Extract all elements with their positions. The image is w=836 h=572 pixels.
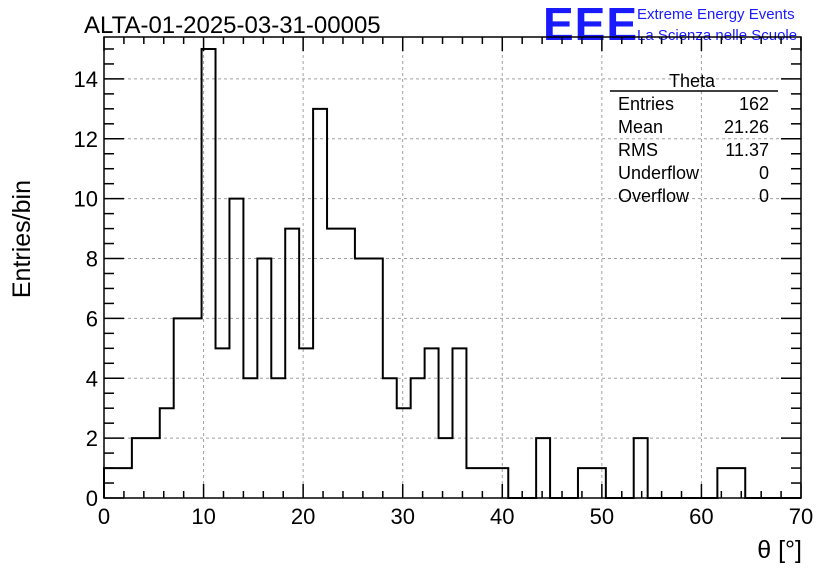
stats-label: Mean [618,117,663,137]
chart-title: ALTA-01-2025-03-31-00005 [84,12,381,39]
stats-value: 11.37 [725,140,769,160]
histogram-bin [536,438,550,498]
y-tick-labels: 0 2 4 6 8 10 12 14 [74,67,98,511]
x-tick-label: 50 [590,504,614,529]
histogram-bin [285,229,299,498]
histogram-bin [313,109,327,498]
stats-value: 21.26 [724,117,769,137]
histogram-bin [257,259,271,498]
y-tick-label: 4 [86,366,98,391]
histogram-bin [466,468,480,498]
x-tick-label: 20 [291,504,315,529]
x-tick-label: 10 [191,504,215,529]
stats-value: 162 [739,94,769,114]
stats-value: 0 [759,186,769,206]
histogram-bin [160,408,174,498]
histogram-bin [411,378,425,498]
histogram-bin [592,468,606,498]
histogram-bin [327,229,341,498]
y-tick-label: 14 [74,67,98,92]
axis-ticks [103,37,802,499]
x-tick-label: 70 [789,504,813,529]
histogram-bin [494,468,508,498]
histogram-bars [103,47,801,499]
logo-mark: EEE [543,0,638,50]
y-tick-label: 12 [74,127,98,152]
histogram-bin [132,438,146,498]
histogram-bin [634,438,648,498]
histogram-bin [369,259,383,498]
x-tick-label: 60 [689,504,713,529]
stats-label: Overflow [618,186,690,206]
x-tick-label: 30 [390,504,414,529]
stats-value: 0 [759,163,769,183]
histogram-bin [731,468,745,498]
logo-line-2: La Scienza nelle Scuole [637,27,797,44]
histogram-bin [717,468,731,498]
histogram-bin [341,229,355,498]
histogram-bin [397,408,411,498]
y-tick-label: 2 [86,426,98,451]
y-tick-label: 8 [86,247,98,272]
histogram-bin [229,199,243,498]
y-tick-label: 10 [74,187,98,212]
histogram-bin [355,259,369,498]
x-axis-label: θ [°] [757,536,802,564]
stats-box-title: Theta [669,71,716,91]
histogram-bin [299,348,313,498]
x-tick-label: 40 [490,504,514,529]
histogram-bin [146,438,160,498]
histogram-bin [578,468,592,498]
y-axis-label: Entries/bin [8,180,36,298]
logo-line-1: Extreme Energy Events [637,6,795,23]
histogram-bin [439,438,453,498]
y-tick-label: 0 [86,486,98,511]
y-tick-label: 6 [86,306,98,331]
histogram-bin [188,318,202,498]
histogram-bin [453,348,467,498]
histogram-bin [118,468,132,498]
stats-label: Underflow [618,163,700,183]
stats-label: Entries [618,94,674,114]
plot-frame [103,36,802,499]
histogram-bin [271,378,285,498]
histogram-bin [174,318,188,498]
stats-label: RMS [618,140,658,160]
histogram-bin [243,378,257,498]
histogram-bin [216,348,230,498]
histogram-outline [103,47,801,499]
stats-box: Theta Entries 162 Mean 21.26 RMS 11.37 Underfl… [610,71,778,206]
histogram-bin [425,348,439,498]
x-tick-label: 0 [98,504,110,529]
histogram-bin [202,49,216,498]
stats-box-rows: Entries 162 Mean 21.26 RMS 11.37 Underflow 0 Ove… [618,94,769,206]
x-tick-labels: 0 10 20 30 40 50 60 70 [98,504,813,529]
histogram-bin [383,378,397,498]
eee-logo: EEE Extreme Energy Events La Scienza nel… [543,0,797,50]
